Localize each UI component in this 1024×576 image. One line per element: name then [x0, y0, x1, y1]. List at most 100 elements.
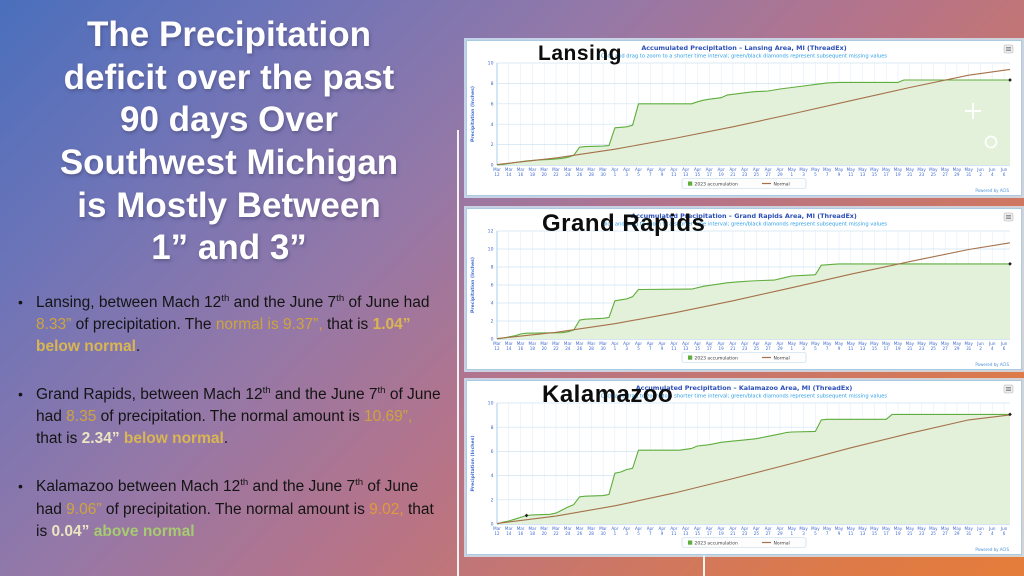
svg-text:Normal: Normal — [774, 355, 790, 361]
x-tick-label: Jun 6 — [1000, 167, 1008, 177]
x-tick-label: May 31 — [964, 167, 973, 177]
x-tick-label: May 5 — [811, 167, 820, 177]
x-tick-label: Mar 28 — [587, 341, 595, 351]
x-tick-label: May 31 — [964, 526, 973, 536]
y-tick-label: 6 — [491, 283, 494, 289]
x-tick-label: May 25 — [929, 526, 938, 536]
powered-by-acis-link[interactable]: Powered by ACIS — [975, 362, 1009, 367]
x-tick-label: May 13 — [858, 167, 867, 177]
x-tick-label: Apr 27 — [765, 167, 772, 177]
divider-line-small — [703, 548, 705, 576]
x-tick-label: Apr 27 — [765, 341, 772, 351]
x-tick-label: May 25 — [929, 167, 938, 177]
legend-item-accumulation[interactable]: 2023 accumulation — [688, 540, 738, 546]
x-tick-label: Apr 13 — [682, 341, 689, 351]
chart-subtitle: Click and drag to zoom to a shorter time… — [601, 394, 888, 400]
y-tick-label: 10 — [488, 401, 494, 407]
chart-menu-icon[interactable] — [1003, 384, 1014, 394]
bullet-text-segment: Lansing, between Mach 12 — [36, 294, 222, 312]
bullet-text-segment: that is — [322, 316, 373, 334]
x-tick-label: May 9 — [835, 167, 844, 177]
powered-by-acis-link[interactable]: Powered by ACIS — [975, 547, 1009, 552]
zoom-circle-icon[interactable] — [984, 135, 998, 149]
bullet-text-segment: th — [377, 385, 386, 397]
x-tick-label: May 7 — [823, 167, 832, 177]
x-tick-label: Apr 11 — [670, 167, 677, 177]
bullet-text-segment: Kalamazoo between Mach 12 — [36, 478, 241, 496]
x-tick-label: Apr 19 — [718, 526, 725, 536]
x-tick-label: Apr 27 — [765, 526, 772, 536]
city-label-lansing: Lansing — [538, 42, 623, 65]
x-tick-label: Mar 14 — [505, 526, 513, 536]
y-tick-label: 6 — [491, 101, 494, 107]
x-tick-label: May 19 — [894, 341, 903, 351]
legend-item-normal[interactable]: Normal — [762, 181, 790, 187]
accumulation-line — [496, 413, 1010, 525]
x-tick-label: May 3 — [799, 526, 808, 536]
x-tick-label: Jun 4 — [988, 526, 996, 536]
bullet-text-segment: 2.34” — [81, 430, 120, 448]
bullet-text-segment: . — [135, 338, 141, 356]
x-tick-label: May 29 — [953, 526, 962, 536]
bullet-list: Lansing, between Mach 12th and the June … — [0, 292, 458, 542]
x-tick-label: Mar 22 — [552, 526, 560, 536]
x-tick-label: Mar 26 — [576, 167, 584, 177]
x-tick-label: Apr 15 — [694, 526, 701, 536]
x-tick-label: May 15 — [870, 526, 879, 536]
x-tick-label: Apr 17 — [706, 526, 713, 536]
x-tick-label: May 19 — [894, 526, 903, 536]
accumulated-precipitation-chart-kalamazoo[interactable]: Accumulated Precipitation – Kalamazoo Ar… — [467, 381, 1021, 554]
legend-item-normal[interactable]: Normal — [762, 540, 790, 546]
divider-line-vertical — [457, 130, 459, 576]
legend-item-accumulation[interactable]: 2023 accumulation — [688, 181, 738, 187]
x-tick-label: Apr 15 — [694, 167, 701, 177]
bullet-text-segment: 0.04” — [51, 522, 90, 540]
x-tick-label: Apr 7 — [647, 167, 654, 177]
x-tick-label: May 9 — [835, 526, 844, 536]
x-tick-label: May 17 — [882, 341, 891, 351]
legend-item-normal[interactable]: Normal — [762, 355, 790, 361]
bullet-text-segment: of precipitation. The normal amount is — [96, 408, 364, 426]
x-tick-label: Apr 3 — [623, 167, 630, 177]
y-tick-label: 10 — [488, 61, 494, 67]
x-tick-label: Mar 18 — [529, 167, 537, 177]
bullet-text-segment: that is — [36, 430, 82, 448]
y-tick-label: 2 — [491, 497, 494, 503]
legend-item-accumulation[interactable]: 2023 accumulation — [688, 355, 738, 361]
x-tick-label: May 21 — [906, 167, 915, 177]
chart-menu-icon[interactable] — [1003, 212, 1014, 222]
svg-text:2023 accumulation: 2023 accumulation — [695, 540, 738, 546]
svg-text:Normal: Normal — [774, 540, 790, 546]
x-tick-label: Mar 20 — [540, 526, 548, 536]
normal-line — [496, 242, 1011, 340]
x-tick-label: Mar 16 — [517, 167, 525, 177]
x-tick-label: May 11 — [847, 341, 856, 351]
powered-by-acis-link[interactable]: Powered by ACIS — [975, 188, 1009, 193]
chart-card-kalamazoo: Accumulated Precipitation – Kalamazoo Ar… — [466, 380, 1022, 555]
x-tick-label: May 13 — [858, 341, 867, 351]
bullet-text-segment: . — [223, 430, 229, 448]
chart-subtitle: Click and drag to zoom to a shorter time… — [601, 54, 888, 60]
zoom-plus-icon[interactable] — [965, 103, 981, 119]
bullet-text-segment: of June had — [36, 478, 419, 518]
x-tick-label: May 23 — [917, 167, 926, 177]
accumulated-precipitation-chart-grand-rapids[interactable]: Accumulated Precipitation – Grand Rapids… — [467, 209, 1021, 369]
normal-line — [496, 68, 1011, 166]
x-tick-label: Mar 20 — [540, 167, 548, 177]
accumulation-area — [497, 263, 1010, 339]
x-tick-label: Apr 1 — [611, 341, 618, 351]
svg-text:2023 accumulation: 2023 accumulation — [695, 181, 738, 187]
x-tick-label: Apr 3 — [623, 526, 630, 536]
x-tick-label: Mar 30 — [599, 526, 607, 536]
accumulated-precipitation-chart-lansing[interactable]: Accumulated Precipitation – Lansing Area… — [467, 41, 1021, 195]
chart-legend: 2023 accumulation Normal — [681, 178, 807, 189]
x-tick-label: May 17 — [882, 167, 891, 177]
x-tick-label: May 1 — [788, 167, 797, 177]
x-tick-label: Mar 22 — [552, 167, 560, 177]
x-tick-label: Mar 26 — [576, 341, 584, 351]
chart-title: Accumulated Precipitation – Kalamazoo Ar… — [636, 384, 853, 392]
x-tick-label: Apr 7 — [647, 341, 654, 351]
chart-menu-icon[interactable] — [1003, 44, 1014, 54]
bullet-item: Lansing, between Mach 12th and the June … — [14, 292, 442, 358]
x-tick-label: Mar 16 — [517, 341, 525, 351]
